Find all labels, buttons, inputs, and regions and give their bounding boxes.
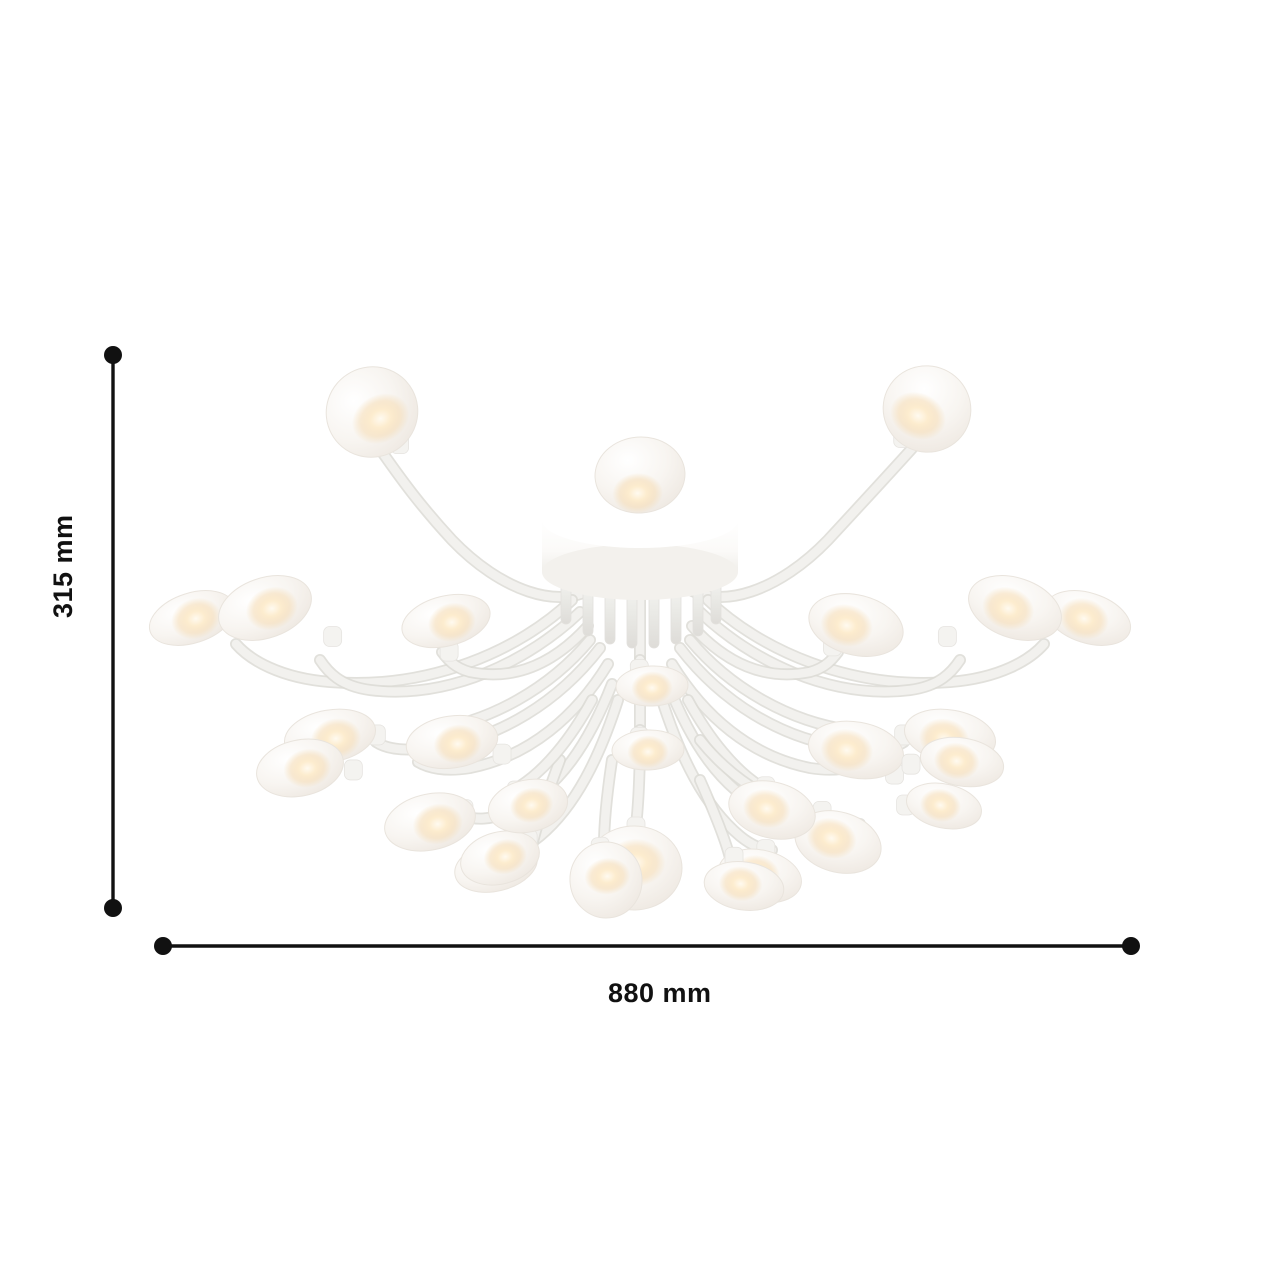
arm-inner-right-lamp	[728, 776, 816, 840]
arm-left-low2-glow	[433, 724, 482, 764]
arm-center-mid-lamp	[615, 658, 689, 707]
arm-left-far-socket-body	[343, 759, 363, 781]
dimension-lines-group	[104, 346, 1140, 955]
arm-center-low4-lamp	[460, 829, 540, 886]
arm-lower-right-tip-lamp	[896, 782, 982, 830]
arm-right-mid1	[687, 621, 843, 679]
arm-center-low3-lamp	[703, 846, 785, 911]
height-dimension-endpoint-bottom	[104, 899, 122, 917]
arm-right-low2-lamp	[807, 720, 905, 785]
arm-right-outer1-glow	[1059, 597, 1109, 640]
arm-up-left-lamp	[325, 366, 419, 458]
arm-up-right-lamp	[882, 365, 972, 453]
width-dimension-endpoint-left	[154, 937, 172, 955]
arm-left-mid1-lamp	[401, 593, 491, 662]
lamp-heads-group	[148, 365, 1132, 919]
arm-left-low2-socket-body	[492, 743, 512, 765]
height-dimension-endpoint-top	[104, 346, 122, 364]
arm-top-center-glow	[612, 472, 663, 514]
arm-left-outer2	[315, 607, 585, 696]
arm-left-outer1-glow	[171, 597, 221, 640]
arm-left-low3-glow	[412, 803, 463, 845]
arm-left-outer2-lamp	[218, 575, 343, 647]
arm-center-mid2-glow	[627, 735, 669, 769]
arm-inner-left-glow	[509, 787, 554, 823]
arm-right-outer2-socket	[937, 626, 957, 647]
arm-center-low2-lamp	[569, 836, 643, 919]
arm-right-mid1-lamp	[808, 593, 904, 657]
arm-left-low3-lamp	[384, 792, 476, 852]
arm-left-low2-socket	[492, 743, 512, 765]
arm-inner-left-lamp	[488, 778, 568, 834]
canopy-top-face	[542, 492, 738, 548]
arm-center-low2-glow	[584, 857, 631, 895]
arm-center-low4-glow	[483, 838, 527, 875]
arm-right-low2-glow	[820, 728, 874, 772]
width-dimension-label: 880 mm	[608, 978, 712, 1008]
height-dimension-label: 315 mm	[48, 514, 78, 618]
arm-left-far-glow	[283, 748, 332, 788]
arm-top-center-lamp	[594, 436, 686, 514]
arm-left-outer2-glow	[245, 586, 298, 631]
arm-inner-right-glow	[742, 789, 791, 829]
arm-right-far-socket	[901, 753, 921, 775]
arm-left-low2-lamp	[405, 714, 512, 770]
arm-left-far-socket	[343, 759, 363, 781]
arm-right-outer2-lamp	[937, 575, 1062, 647]
arm-right-far-glow	[933, 742, 980, 780]
arm-left-outer2-socket	[323, 626, 343, 647]
arm-left-outer1	[231, 595, 577, 688]
canopy-group	[542, 492, 738, 600]
arm-right-low3-glow	[806, 817, 857, 859]
width-dimension-endpoint-right	[1122, 937, 1140, 955]
arm-lower-right-tip-glow	[919, 788, 962, 823]
arm-center-mid2-lamp	[611, 726, 685, 771]
arm-right-outer2	[695, 607, 965, 696]
arm-up-right-glow	[890, 391, 946, 440]
arm-right-far-lamp	[901, 736, 1005, 788]
arm-left-outer2-socket-body	[323, 626, 343, 647]
arm-right-outer1	[703, 595, 1049, 688]
arm-right-low3-lamp	[794, 800, 882, 874]
canopy-bottom-face	[542, 544, 738, 600]
arm-right-outer2-glow	[982, 586, 1035, 631]
arm-up-left-glow	[351, 393, 410, 444]
arm-right-outer2-socket-body	[937, 626, 957, 647]
arm-right-far-socket-body	[901, 753, 921, 775]
arm-left-mid1-glow	[427, 602, 476, 642]
arm-center-mid-glow	[631, 671, 673, 705]
arm-left-far-lamp	[256, 738, 363, 798]
arm-right-mid1-glow	[820, 603, 873, 647]
arm-center-low3-glow	[718, 866, 763, 902]
